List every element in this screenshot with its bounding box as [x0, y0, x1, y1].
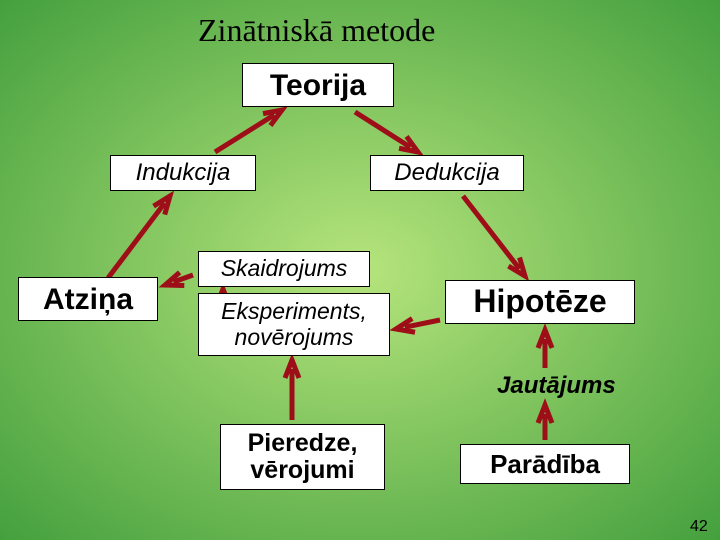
hipoteze-label: Hipotēze [473, 284, 606, 319]
pieredze-label: Pieredze,vērojumi [248, 430, 358, 485]
page-number: 42 [690, 518, 708, 536]
node-dedukcija: Dedukcija [370, 155, 524, 191]
label-jautajums: Jautājums [497, 372, 616, 400]
jautajums-text: Jautājums [497, 372, 616, 399]
node-pieredze: Pieredze,vērojumi [220, 424, 385, 490]
eksperiments-label: Eksperiments,novērojums [221, 299, 367, 350]
diagram-stage: Zinātniskā metode Teorija Indukcija Dedu… [0, 0, 720, 540]
page-title: Zinātniskā metode [198, 12, 435, 49]
paradiba-label: Parādība [490, 450, 600, 479]
dedukcija-label: Dedukcija [394, 160, 499, 186]
node-indukcija: Indukcija [110, 155, 256, 191]
atzina-label: Atziņa [43, 283, 133, 316]
node-hipoteze: Hipotēze [445, 280, 635, 324]
node-eksperiments: Eksperiments,novērojums [198, 293, 390, 356]
node-teorija: Teorija [242, 63, 394, 107]
node-atzina: Atziņa [18, 277, 158, 321]
indukcija-label: Indukcija [136, 160, 231, 186]
teorija-label: Teorija [270, 69, 366, 102]
node-skaidrojums: Skaidrojums [198, 251, 370, 287]
skaidrojums-label: Skaidrojums [221, 256, 348, 281]
node-paradiba: Parādība [460, 444, 630, 484]
